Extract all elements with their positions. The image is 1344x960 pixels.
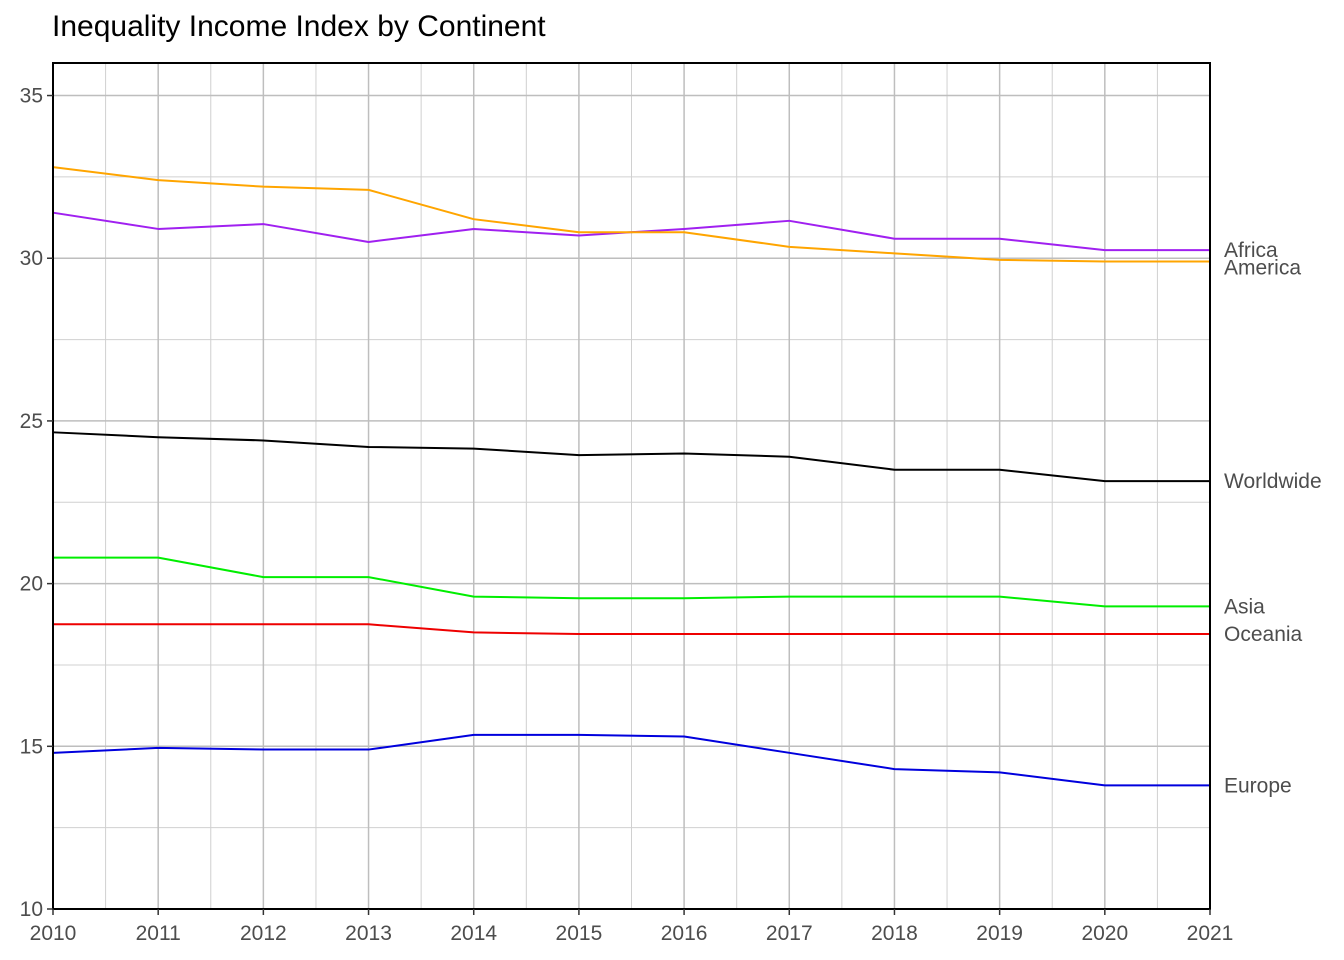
- x-tick-label: 2020: [1081, 922, 1128, 945]
- x-tick-label: 2015: [556, 922, 603, 945]
- series-line-oceania: [53, 623, 1210, 636]
- series-label-america: America: [1224, 256, 1301, 279]
- minor-gridlines: [53, 63, 1210, 909]
- series-line-asia: [53, 556, 1210, 608]
- series-label-oceania: Oceania: [1224, 623, 1303, 646]
- x-tick-label: 2013: [345, 922, 392, 945]
- y-tick-label: 30: [20, 247, 43, 270]
- x-tick-label: 2018: [871, 922, 918, 945]
- x-tick-label: 2019: [976, 922, 1023, 945]
- x-tick-label: 2016: [661, 922, 708, 945]
- x-tick-label: 2021: [1187, 922, 1234, 945]
- y-tick-label: 20: [20, 573, 43, 596]
- x-tick-label: 2014: [450, 922, 497, 945]
- x-tick-label: 2010: [30, 922, 77, 945]
- series-lines: [52, 166, 1210, 787]
- series-label-asia: Asia: [1224, 595, 1265, 618]
- x-tick-label: 2017: [766, 922, 813, 945]
- y-tick-label: 35: [20, 85, 43, 108]
- chart-title: Inequality Income Index by Continent: [52, 10, 546, 43]
- series-line-america: [52, 166, 1210, 263]
- series-label-worldwide: Worldwide: [1224, 470, 1322, 493]
- y-tick-label: 10: [20, 898, 43, 921]
- series-line-europe: [52, 733, 1210, 787]
- series-label-europe: Europe: [1224, 774, 1292, 797]
- y-axis-ticks: 10 15 20 25 30 35: [20, 85, 53, 921]
- y-tick-label: 15: [20, 735, 43, 758]
- series-label-africa: Africa: [1224, 239, 1278, 262]
- plot-border: [52, 62, 1211, 910]
- x-tick-label: 2011: [136, 922, 181, 945]
- y-tick-label: 25: [20, 410, 43, 433]
- x-tick-label: 2012: [240, 922, 287, 945]
- series-line-worldwide: [52, 431, 1210, 483]
- x-axis-ticks: 2010 2011 2012 2013 2014 2015 2016 2017 2018 2019…: [30, 909, 1234, 945]
